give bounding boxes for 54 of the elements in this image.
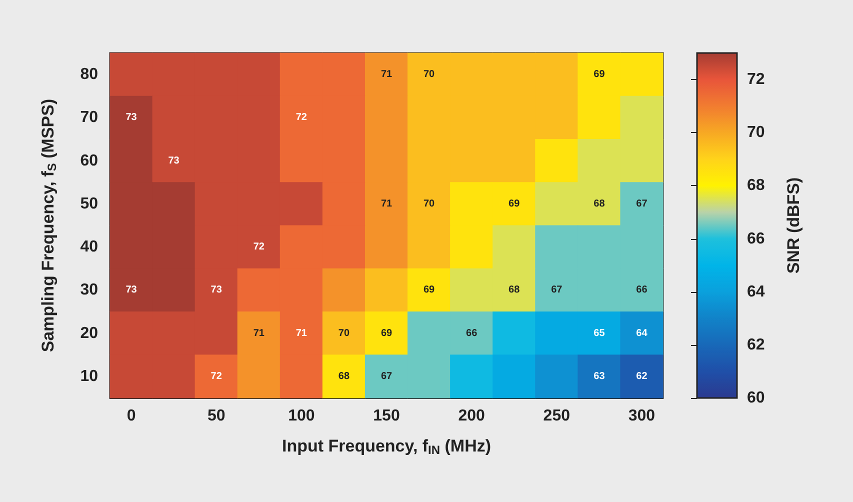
- data-label: 71: [253, 328, 265, 339]
- y-tick-label: 80: [80, 66, 98, 84]
- data-label: 73: [126, 112, 138, 124]
- data-label: 63: [594, 370, 606, 382]
- data-label: 70: [423, 198, 436, 210]
- data-label: 72: [296, 112, 308, 124]
- data-label: 69: [508, 198, 520, 210]
- data-label: 71: [296, 328, 308, 339]
- y-tick-label: 20: [80, 324, 98, 342]
- data-label: 69: [423, 284, 436, 296]
- data-label: 71: [380, 69, 392, 80]
- color-bar-label: 60: [747, 390, 765, 406]
- y-tick-label: 10: [80, 368, 98, 385]
- y-tick-label: 70: [80, 109, 98, 126]
- x-tick-label: 150: [373, 408, 400, 424]
- x-tick-label: 100: [288, 408, 315, 424]
- data-label: 71: [380, 198, 392, 210]
- data-label: 67: [551, 284, 563, 296]
- x-tick-label: 200: [458, 408, 486, 424]
- color-bar-label: 70: [747, 124, 765, 142]
- data-label: 64: [636, 328, 648, 339]
- color-bar-label: 66: [747, 230, 765, 248]
- x-tick-label: 250: [543, 408, 570, 424]
- data-label: 70: [338, 328, 350, 339]
- color-bar-title: SNR (dBFS): [784, 177, 803, 274]
- y-tick-label: 60: [80, 152, 98, 170]
- data-label: 73: [126, 284, 138, 296]
- data-label: 68: [594, 198, 606, 210]
- data-label: 72: [210, 370, 222, 382]
- x-tick-label: 50: [207, 408, 226, 424]
- color-bar-label: 72: [747, 71, 765, 88]
- data-label: 69: [380, 328, 392, 339]
- data-label: 70: [423, 69, 436, 80]
- color-bar-label: 64: [747, 283, 765, 300]
- data-label: 72: [253, 242, 265, 253]
- y-axis-title: Sampling Frequency, fS (MSPS): [38, 98, 59, 352]
- x-tick-label: 300: [628, 408, 656, 424]
- data-label: 67: [380, 370, 392, 382]
- data-label: 69: [594, 69, 606, 80]
- y-tick-label: 30: [80, 282, 98, 299]
- data-label: 67: [636, 198, 648, 210]
- x-tick-label: 0: [126, 408, 136, 424]
- color-bar-label: 68: [747, 177, 765, 194]
- color-bar-label: 62: [747, 336, 765, 354]
- data-label: 66: [466, 328, 478, 339]
- data-label: 66: [636, 284, 648, 296]
- data-label: 65: [594, 328, 606, 339]
- data-label: 73: [210, 284, 222, 296]
- y-tick-label: 50: [80, 195, 98, 212]
- data-label: 68: [508, 284, 520, 296]
- y-tick-label: 40: [80, 238, 98, 256]
- data-label: 68: [338, 370, 350, 382]
- data-label: 62: [636, 370, 648, 382]
- data-label: 73: [168, 155, 180, 166]
